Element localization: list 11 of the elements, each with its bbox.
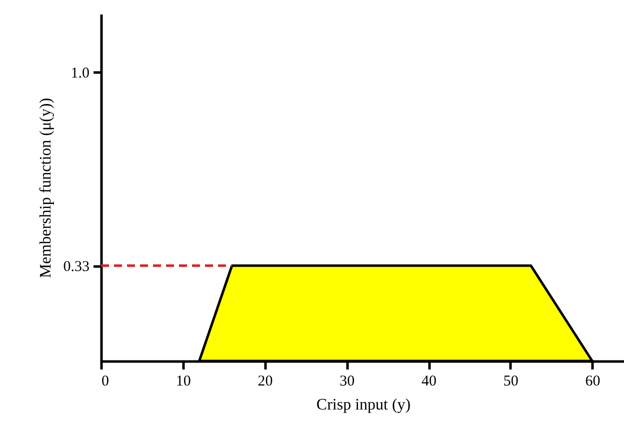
y-axis-title: Membership function (μ(y))	[37, 98, 54, 278]
x-tick-label: 20	[258, 374, 273, 390]
x-tick-label: 60	[585, 374, 600, 390]
x-tick-label: 0	[102, 374, 109, 390]
x-tick-label: 40	[422, 374, 436, 390]
x-tick-label: 30	[340, 374, 355, 390]
y-tick-label: 1.0	[70, 65, 90, 82]
x-axis-title: Crisp input (y)	[316, 396, 411, 414]
x-tick-label: 10	[176, 374, 191, 390]
y-tick-label: 0.33	[63, 259, 90, 276]
x-tick-label: 50	[503, 374, 518, 390]
